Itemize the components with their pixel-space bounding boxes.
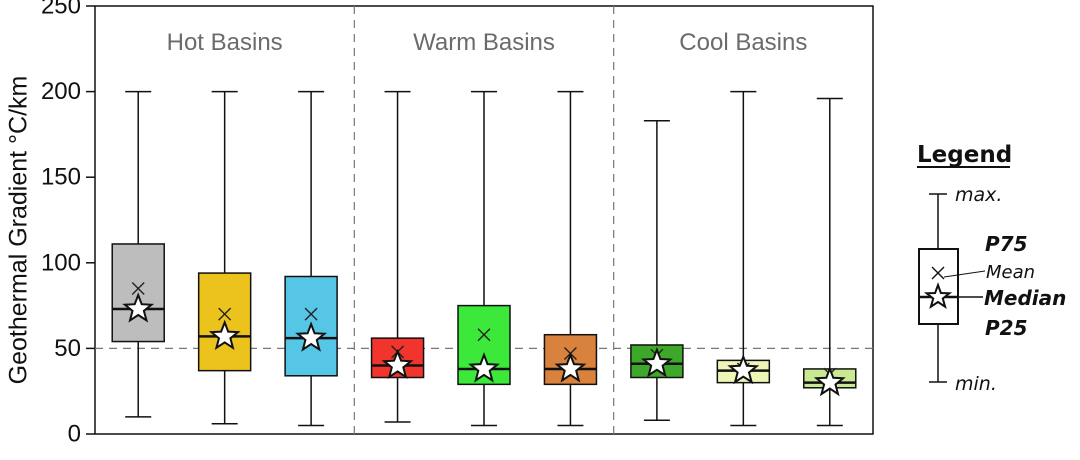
legend-mean-pointer (943, 270, 986, 278)
y-tick-label: 250 (41, 0, 81, 20)
legend-mean-label: Mean (986, 262, 1035, 283)
legend-box (918, 248, 959, 325)
median-star-icon (208, 319, 241, 350)
y-tick-label: 0 (68, 421, 81, 448)
box-1 (111, 90, 165, 418)
legend-median-label: Median (984, 286, 1066, 310)
legend-min-label: min. (955, 373, 997, 395)
mean-x-icon (477, 328, 491, 342)
group-label: Warm Basins (413, 29, 555, 56)
median-star-icon (554, 352, 587, 383)
median-star-icon (122, 292, 155, 323)
legend: Legend max. P75 Mean Median P25 min. (917, 142, 1066, 395)
plot-border (94, 5, 874, 435)
legend-max-label: max. (955, 184, 1002, 206)
y-tick-label: 100 (41, 249, 81, 276)
median-star-icon (813, 365, 846, 397)
box-3 (284, 90, 338, 427)
median-star-icon (381, 348, 414, 380)
legend-p25-label: P25 (985, 316, 1028, 340)
y-tick-label: 200 (41, 78, 81, 105)
group-label: Cool Basins (679, 29, 807, 56)
legend-p75-label: P75 (985, 232, 1028, 256)
median-star-icon (468, 352, 500, 383)
median-star-icon (727, 353, 760, 385)
mean-x-icon (131, 281, 145, 295)
median-star-icon (640, 346, 673, 378)
y-axis-ticks: 0 50 100 150 200 250 (41, 0, 95, 448)
mean-x-icon (218, 307, 232, 321)
y-tick-label: 50 (54, 335, 81, 362)
y-tick-label: 150 (41, 164, 81, 191)
box-6 (543, 90, 598, 427)
box-2 (197, 90, 252, 425)
y-axis-label: Geothermal Gradient °C/km (5, 76, 33, 385)
box-4 (370, 90, 425, 423)
legend-title: Legend (917, 142, 1012, 168)
legend-median-star-icon (923, 282, 953, 310)
mean-x-icon (304, 307, 318, 321)
basin-group-labels: Hot Basins Warm Basins Cool Basins (167, 29, 808, 56)
group-label: Hot Basins (167, 29, 283, 56)
median-star-icon (295, 321, 328, 352)
box-series (111, 90, 857, 427)
box-5 (457, 90, 511, 427)
box-7 (630, 119, 684, 422)
box-9 (803, 97, 857, 427)
legend-mean-x-icon (931, 266, 945, 280)
box-8 (716, 90, 771, 427)
